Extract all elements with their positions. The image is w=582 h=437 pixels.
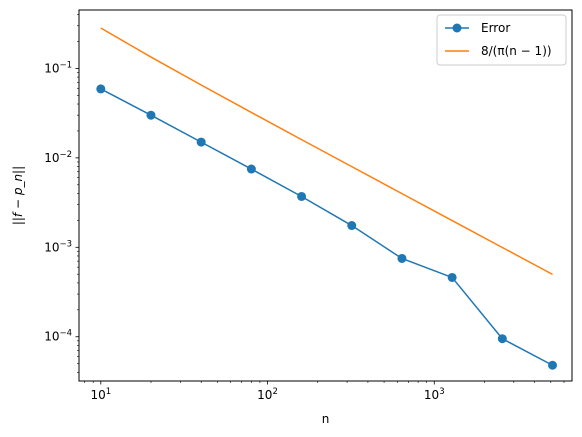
legend-marker-0 [452, 23, 462, 33]
plot-frame [78, 9, 573, 382]
data-point [497, 334, 507, 344]
x-tick-label: 103 [424, 387, 445, 402]
data-point [196, 137, 206, 147]
series-layer [96, 27, 558, 370]
x-axis-label: n [322, 412, 330, 426]
y-tick-label: 10−3 [44, 239, 72, 254]
series-line-0 [100, 88, 553, 366]
series-line-1 [100, 27, 553, 276]
data-point [447, 272, 457, 282]
legend-box [436, 14, 567, 66]
data-point [347, 221, 357, 231]
data-point [96, 84, 106, 94]
y-axis-label: ||f − p_n|| [11, 166, 25, 225]
axes-layer: 101 102 103 10−1 10−2 10−3 10−4 [44, 14, 565, 402]
y-tick-label: 10−1 [44, 60, 72, 75]
legend: Error 8/(π(n − 1)) [436, 14, 567, 66]
y-tick-label: 10−4 [44, 329, 72, 344]
x-tick-label: 101 [90, 387, 111, 402]
data-point [146, 110, 156, 120]
data-point [246, 164, 256, 174]
legend-label-0: Error [481, 21, 510, 35]
legend-label-1: 8/(π(n − 1)) [481, 44, 552, 58]
x-tick-label: 102 [257, 387, 278, 402]
data-point [297, 191, 307, 201]
data-point [397, 253, 407, 263]
data-point [548, 360, 558, 370]
y-tick-label: 10−2 [44, 150, 72, 165]
